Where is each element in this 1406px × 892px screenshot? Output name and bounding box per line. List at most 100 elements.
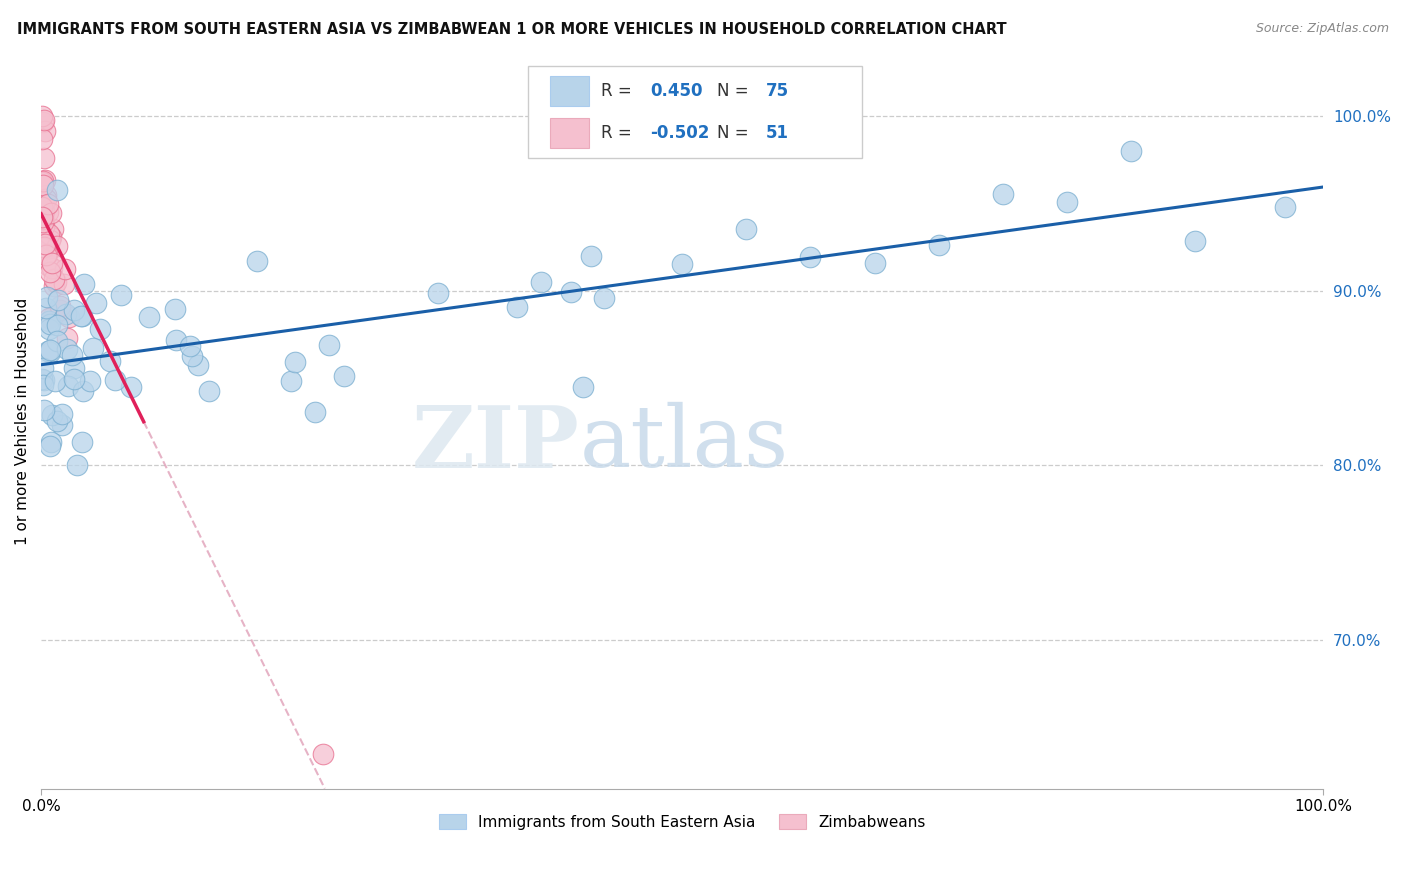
Point [60,348,83,362]
Point [312,747,335,761]
Point [31,132,53,146]
Point [284,355,307,369]
Point [32,240,55,254]
Point [49,299,72,313]
Point [58,310,80,325]
Point [86,295,108,310]
Point [35,301,58,315]
Point [579,249,602,263]
Point [799,250,821,264]
Point [38,233,60,247]
Point [1274,200,1296,214]
Point [32,112,55,127]
Point [198,384,221,399]
FancyBboxPatch shape [529,66,862,158]
Point [506,300,529,314]
Point [41,221,63,235]
Point [138,310,160,324]
Point [671,257,693,271]
Point [332,369,354,384]
Point [163,301,186,316]
Point [35,187,58,202]
Point [44,374,66,388]
Point [46,334,69,348]
Point [31,205,53,219]
Point [44,278,66,293]
Point [426,286,449,301]
Point [34,203,56,218]
Point [49,302,72,317]
Point [31,175,53,189]
Point [572,380,595,394]
Point [32,242,55,256]
Point [39,435,62,450]
Point [31,201,53,215]
Point [32,219,55,233]
Point [79,374,101,388]
Point [32,174,55,188]
Point [38,314,60,328]
Point [70,309,93,323]
Point [72,277,94,292]
Point [63,372,86,386]
Text: 75: 75 [765,82,789,100]
Point [32,115,55,129]
Text: N =: N = [717,124,754,142]
Point [56,331,79,345]
Point [37,205,59,219]
Point [1184,234,1206,248]
Point [39,230,62,244]
Point [65,458,87,473]
Point [35,247,58,261]
Point [41,309,63,323]
Point [39,343,62,357]
Point [530,276,553,290]
Point [37,197,59,211]
Text: -0.502: -0.502 [650,124,710,142]
Point [31,378,53,392]
Point [104,373,127,387]
Point [32,151,55,165]
Point [98,354,121,368]
Point [560,285,582,299]
Point [187,358,209,372]
Point [31,371,53,385]
Point [82,341,104,355]
Point [35,290,58,304]
Point [35,192,58,206]
Point [53,277,76,292]
Point [110,287,132,301]
Point [863,256,886,270]
Point [31,200,53,214]
Point [51,418,73,433]
Point [63,361,86,376]
Point [62,302,84,317]
Point [70,310,93,324]
Point [735,222,758,236]
Point [32,361,55,376]
Point [38,227,60,241]
Point [38,439,60,453]
Point [39,345,62,359]
Point [46,414,69,428]
Text: R =: R = [602,124,637,142]
Text: ZIP: ZIP [412,401,579,486]
Text: Source: ZipAtlas.com: Source: ZipAtlas.com [1256,22,1389,36]
Point [165,334,187,348]
Point [31,211,53,226]
Point [32,373,55,387]
Point [38,321,60,335]
Point [31,109,53,123]
Point [72,384,94,398]
Point [593,291,616,305]
Text: N =: N = [717,82,754,100]
Point [246,253,269,268]
Point [39,205,62,219]
Point [53,261,76,276]
Point [38,311,60,326]
Point [32,211,55,226]
Point [41,260,63,275]
Point [318,338,340,352]
Text: IMMIGRANTS FROM SOUTH EASTERN ASIA VS ZIMBABWEAN 1 OR MORE VEHICLES IN HOUSEHOLD: IMMIGRANTS FROM SOUTH EASTERN ASIA VS ZI… [17,22,1007,37]
Point [304,405,326,419]
